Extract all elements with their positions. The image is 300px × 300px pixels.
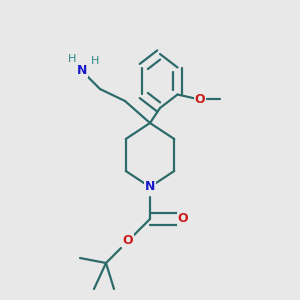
Text: O: O [178, 212, 188, 226]
Text: N: N [77, 64, 87, 77]
Text: O: O [194, 93, 205, 106]
Text: H: H [91, 56, 99, 66]
Text: N: N [145, 181, 155, 194]
Text: H: H [68, 54, 76, 64]
Text: O: O [123, 235, 133, 248]
